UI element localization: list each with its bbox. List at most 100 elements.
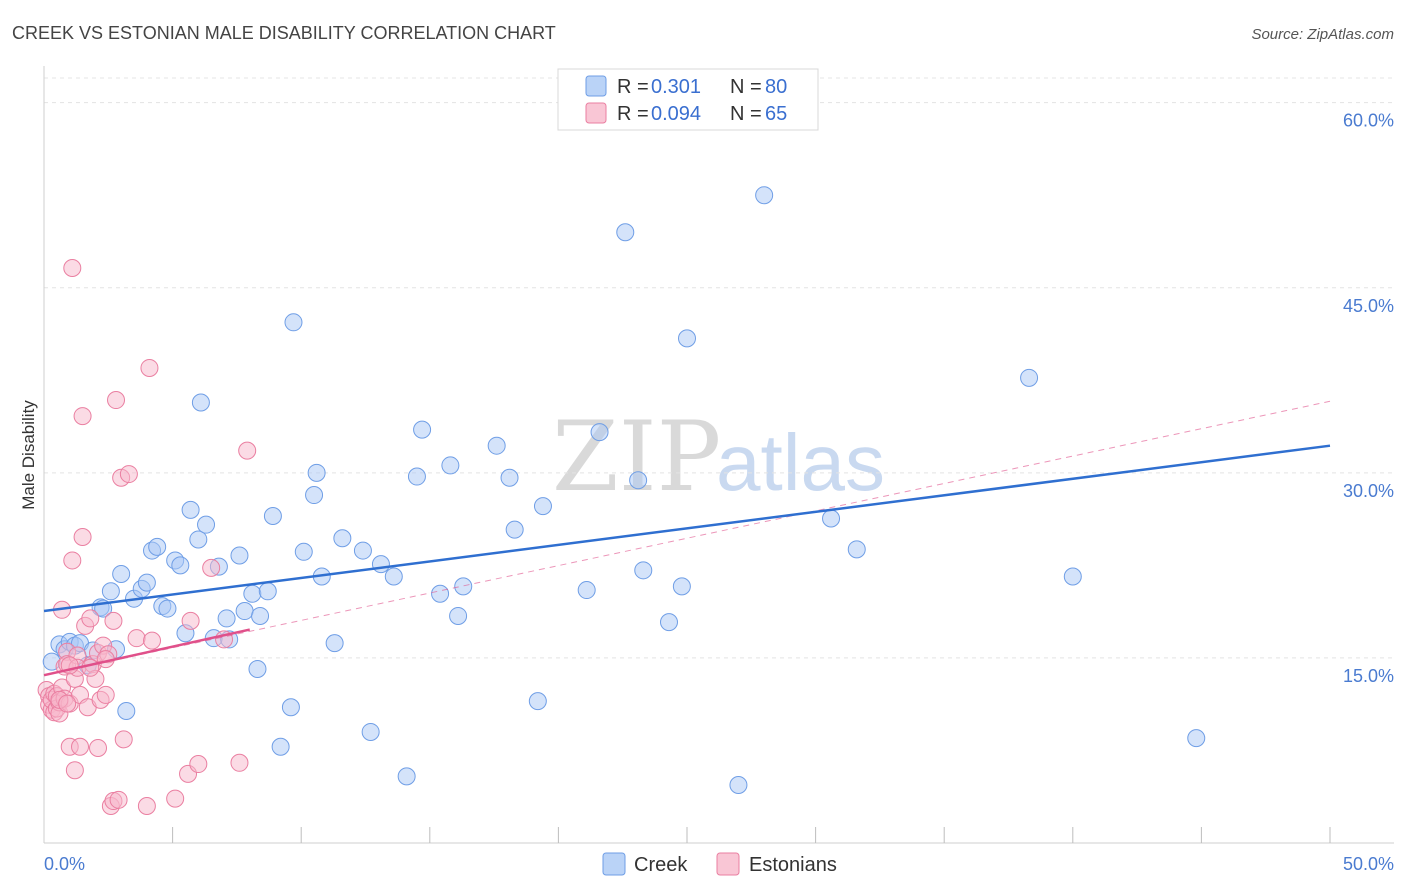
bottom-legend-label-creek: Creek bbox=[634, 854, 688, 876]
point-creek-36 bbox=[251, 606, 270, 625]
point-estonians-54 bbox=[181, 611, 200, 630]
point-creek-64 bbox=[577, 581, 596, 600]
point-estonians-31 bbox=[81, 609, 100, 628]
point-creek-25 bbox=[189, 530, 208, 549]
point-estonians-56 bbox=[202, 558, 221, 577]
point-creek-22 bbox=[171, 556, 190, 575]
point-creek-51 bbox=[384, 567, 403, 586]
point-estonians-28 bbox=[73, 407, 92, 426]
point-creek-71 bbox=[678, 329, 696, 348]
point-creek-39 bbox=[271, 737, 290, 756]
point-creek-40 bbox=[281, 698, 300, 717]
point-creek-75 bbox=[847, 540, 866, 559]
point-estonians-49 bbox=[137, 796, 156, 815]
point-creek-61 bbox=[505, 520, 524, 539]
x-tick-labels: 0.0% 50.0% bbox=[44, 854, 1394, 874]
gridlines bbox=[44, 77, 1394, 659]
point-creek-47 bbox=[333, 529, 352, 548]
point-creek-12 bbox=[112, 565, 131, 584]
point-creek-69 bbox=[659, 613, 678, 632]
bottom-legend-label-estonians: Estonians bbox=[749, 854, 837, 876]
trend-line-creek bbox=[43, 444, 1331, 613]
point-estonians-25 bbox=[71, 737, 90, 756]
legend-r-label-creek: R = bbox=[617, 76, 649, 98]
point-creek-60 bbox=[500, 468, 519, 487]
point-creek-59 bbox=[487, 436, 506, 455]
watermark-zip: ZIP bbox=[552, 401, 721, 513]
legend-n-value-estonians: 65 bbox=[765, 103, 787, 125]
legend-swatch-estonians bbox=[585, 102, 607, 124]
series-creek-points bbox=[42, 186, 1206, 795]
point-creek-30 bbox=[217, 609, 236, 628]
point-creek-78 bbox=[1187, 729, 1206, 748]
x-tick-label-min: 0.0% bbox=[44, 854, 85, 874]
point-estonians-50 bbox=[140, 358, 159, 377]
point-estonians-51 bbox=[143, 631, 162, 650]
point-creek-24 bbox=[181, 500, 200, 519]
point-estonians-20 bbox=[63, 259, 82, 278]
point-estonians-55 bbox=[189, 755, 208, 774]
point-creek-76 bbox=[1020, 368, 1039, 387]
point-estonians-41 bbox=[104, 611, 123, 630]
point-estonians-62 bbox=[81, 658, 100, 677]
point-creek-35 bbox=[248, 660, 267, 679]
point-creek-18 bbox=[148, 537, 167, 556]
point-creek-16 bbox=[137, 573, 156, 592]
point-creek-13 bbox=[117, 701, 136, 720]
series-estonians-points bbox=[37, 259, 257, 815]
legend-r-value-creek: 0.301 bbox=[651, 76, 701, 98]
bottom-legend-swatch-creek bbox=[602, 852, 626, 876]
watermark-atlas: atlas bbox=[716, 418, 885, 507]
y-tick-label-3: 60.0% bbox=[1343, 111, 1394, 131]
point-creek-67 bbox=[629, 471, 648, 490]
legend-n-label-estonians: N = bbox=[730, 103, 762, 125]
point-creek-70 bbox=[672, 577, 691, 596]
point-estonians-44 bbox=[109, 790, 128, 809]
trend-lines bbox=[43, 400, 1331, 677]
point-estonians-43 bbox=[107, 391, 126, 410]
point-estonians-46 bbox=[114, 730, 133, 749]
point-creek-52 bbox=[397, 767, 416, 786]
point-creek-50 bbox=[371, 555, 390, 574]
point-creek-53 bbox=[407, 467, 426, 486]
point-estonians-58 bbox=[230, 753, 249, 772]
point-creek-63 bbox=[533, 497, 552, 516]
point-creek-38 bbox=[263, 507, 282, 526]
legend-swatch-creek bbox=[585, 75, 607, 97]
point-creek-66 bbox=[616, 223, 635, 242]
point-creek-62 bbox=[528, 692, 547, 711]
legend: R = 0.301 N = 80 R = 0.094 N = 65 bbox=[557, 68, 819, 131]
point-creek-46 bbox=[325, 634, 344, 653]
point-creek-27 bbox=[197, 515, 216, 534]
point-estonians-38 bbox=[96, 685, 115, 704]
point-creek-58 bbox=[454, 577, 473, 596]
chart-title: CREEK VS ESTONIAN MALE DISABILITY CORREL… bbox=[12, 23, 556, 43]
bottom-legend: Creek Estonians bbox=[602, 852, 837, 876]
point-creek-34 bbox=[243, 584, 262, 603]
point-creek-42 bbox=[294, 542, 313, 561]
point-creek-72 bbox=[729, 776, 748, 795]
y-tick-label-0: 15.0% bbox=[1343, 666, 1394, 686]
point-estonians-47 bbox=[119, 465, 138, 484]
legend-n-value-creek: 80 bbox=[765, 76, 787, 98]
point-creek-32 bbox=[230, 546, 249, 565]
point-creek-41 bbox=[284, 313, 303, 332]
point-estonians-48 bbox=[127, 629, 146, 648]
point-estonians-63 bbox=[58, 694, 77, 713]
x-tick-label-max: 50.0% bbox=[1343, 854, 1394, 874]
y-tick-labels: 15.0% 30.0% 45.0% 60.0% bbox=[1343, 111, 1394, 686]
legend-r-value-estonians: 0.094 bbox=[651, 103, 701, 125]
point-creek-68 bbox=[634, 561, 653, 580]
point-creek-73 bbox=[755, 186, 774, 205]
point-creek-26 bbox=[191, 393, 210, 412]
point-creek-77 bbox=[1063, 567, 1082, 586]
point-creek-54 bbox=[413, 420, 432, 439]
trend-line-estonians bbox=[43, 628, 251, 677]
point-estonians-59 bbox=[238, 441, 257, 460]
point-creek-20 bbox=[158, 599, 177, 618]
point-estonians-35 bbox=[89, 738, 108, 757]
point-creek-48 bbox=[353, 541, 372, 560]
point-creek-43 bbox=[305, 486, 324, 505]
point-creek-10 bbox=[101, 582, 120, 601]
